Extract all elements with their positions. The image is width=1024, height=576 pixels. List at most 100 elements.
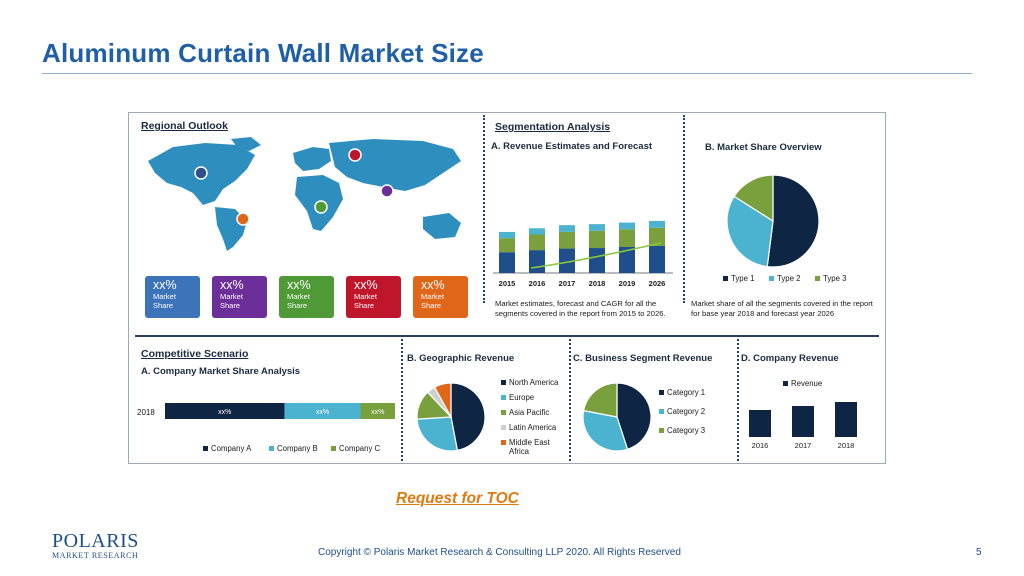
legend-label: Type 2 [777, 274, 801, 283]
legend-swatch [203, 446, 208, 452]
legend-label: Type 3 [823, 274, 847, 283]
regional-outlook-heading: Regional Outlook [141, 120, 228, 132]
legend-swatch [501, 395, 506, 401]
title-divider [42, 73, 972, 74]
geo-legend-north-america: North America [501, 378, 561, 387]
company-revenue-chart: 2016 2017 2018 [749, 402, 857, 450]
legend-swatch [501, 380, 506, 386]
revenue-bar-segment [499, 231, 515, 239]
company-legend-company-c: Company C [331, 444, 380, 453]
divider-regional [483, 115, 485, 303]
legend-swatch [659, 409, 664, 415]
legend-label: Category 1 [667, 388, 706, 397]
share-box-label: Share [354, 301, 375, 310]
company-share-year-label: 2018 [137, 408, 155, 417]
segmentation-heading: Segmentation Analysis [495, 121, 611, 133]
geographic-revenue-pie [416, 382, 486, 452]
company-revenue-year-label: 2018 [838, 441, 855, 450]
revenue-bar-segment [529, 250, 545, 273]
share-box-label: Market [287, 292, 310, 301]
logo-subtitle: MARKET RESEARCH [52, 551, 139, 560]
revenue-bar-segment [589, 230, 605, 249]
share-legend-type-2: Type 2 [769, 274, 800, 283]
share-box-value: xx% [354, 278, 378, 292]
share-box-label: Share [153, 301, 174, 310]
divider-geographic [569, 339, 571, 461]
legend-swatch [501, 440, 506, 446]
revenue-bar-segment [589, 248, 605, 273]
business-legend-category-2: Category 2 [659, 407, 705, 416]
revenue-bar-segment [529, 228, 545, 235]
map-asia [329, 139, 461, 191]
company-share-bar-segment [165, 403, 285, 419]
revenue-bar-segment [559, 248, 575, 273]
legend-label: Company B [277, 444, 318, 453]
legend-swatch [659, 428, 664, 434]
geographic-revenue-title: B. Geographic Revenue [407, 353, 515, 364]
revenue-bar-segment [649, 245, 665, 273]
company-share-chart: 2018 xx% xx% xx% [137, 403, 395, 419]
revenue-year-label: 2015 [499, 279, 516, 288]
revenue-bar-segment [559, 231, 575, 249]
legend-label: Type 1 [731, 274, 755, 283]
revenue-bar-segment [499, 238, 515, 253]
share-box-value: xx% [287, 278, 311, 292]
share-box-label: Share [220, 301, 241, 310]
company-revenue-year-label: 2016 [752, 441, 769, 450]
share-box-value: xx% [220, 278, 244, 292]
market-share-caption: Market share of all the segments covered… [691, 299, 873, 318]
business-segment-slice [616, 382, 652, 451]
legend-swatch [331, 446, 336, 452]
share-box-label: Market [153, 292, 176, 301]
legend-label: Company C [339, 444, 381, 453]
report-infographic: Regional Outlook xx% Market Share xx% Market… [128, 112, 886, 464]
share-box-label: Share [287, 301, 308, 310]
revenue-bar-segment [619, 222, 635, 230]
share-box-label: Market [421, 292, 444, 301]
legend-label: North America [509, 378, 559, 387]
share-box-label: Share [421, 301, 442, 310]
revenue-bar-segment [499, 252, 515, 273]
company-revenue-bar [835, 402, 857, 437]
map-pin-asia [380, 184, 394, 198]
regional-share-box: xx% Market Share [346, 276, 401, 318]
world-map [148, 137, 461, 251]
regional-share-box: xx% Market Share [279, 276, 334, 318]
revenue-year-label: 2026 [649, 279, 666, 288]
section-divider [135, 335, 879, 337]
business-legend-category-1: Category 1 [659, 388, 705, 397]
share-box-value: xx% [421, 278, 445, 292]
revenue-year-label: 2019 [619, 279, 636, 288]
regional-share-box: xx% Market Share [212, 276, 267, 318]
legend-swatch [815, 276, 820, 282]
share-box-label: Market [354, 292, 377, 301]
market-share-pie [726, 174, 820, 268]
revenue-bar-segment [619, 247, 635, 273]
business-segment-slice [582, 409, 629, 452]
share-legend-type-1: Type 1 [723, 274, 754, 283]
company-legend-company-a: Company A [203, 444, 251, 453]
legend-label: Europe [509, 393, 535, 402]
legend-label: Asia Pacific [509, 408, 550, 417]
revenue-forecast-caption: Market estimates, forecast and CAGR for … [495, 299, 666, 318]
revenue-year-label: 2018 [589, 279, 606, 288]
logo-name: POLARIS [52, 530, 139, 552]
legend-swatch [723, 276, 728, 282]
business-segment-slice [582, 382, 618, 418]
revenue-bar-segment [649, 227, 665, 246]
revenue-year-label: 2017 [559, 279, 576, 288]
company-share-bar-segment [360, 403, 395, 419]
revenue-forecast-title: A. Revenue Estimates and Forecast [491, 141, 653, 152]
legend-label: Category 2 [667, 407, 706, 416]
map-australia [423, 213, 461, 239]
company-revenue-title: D. Company Revenue [741, 353, 839, 364]
geographic-revenue-slice [450, 382, 486, 452]
revenue-bar-segment [649, 221, 665, 228]
company-revenue-bar [749, 410, 771, 437]
business-legend-category-3: Category 3 [659, 426, 705, 435]
page-number: 5 [976, 547, 982, 558]
page-title: Aluminum Curtain Wall Market Size [42, 38, 484, 68]
request-toc-link[interactable]: Request for TOC [396, 490, 519, 507]
revenue-bar-segment [529, 234, 545, 251]
revenue-year-label: 2016 [529, 279, 546, 288]
